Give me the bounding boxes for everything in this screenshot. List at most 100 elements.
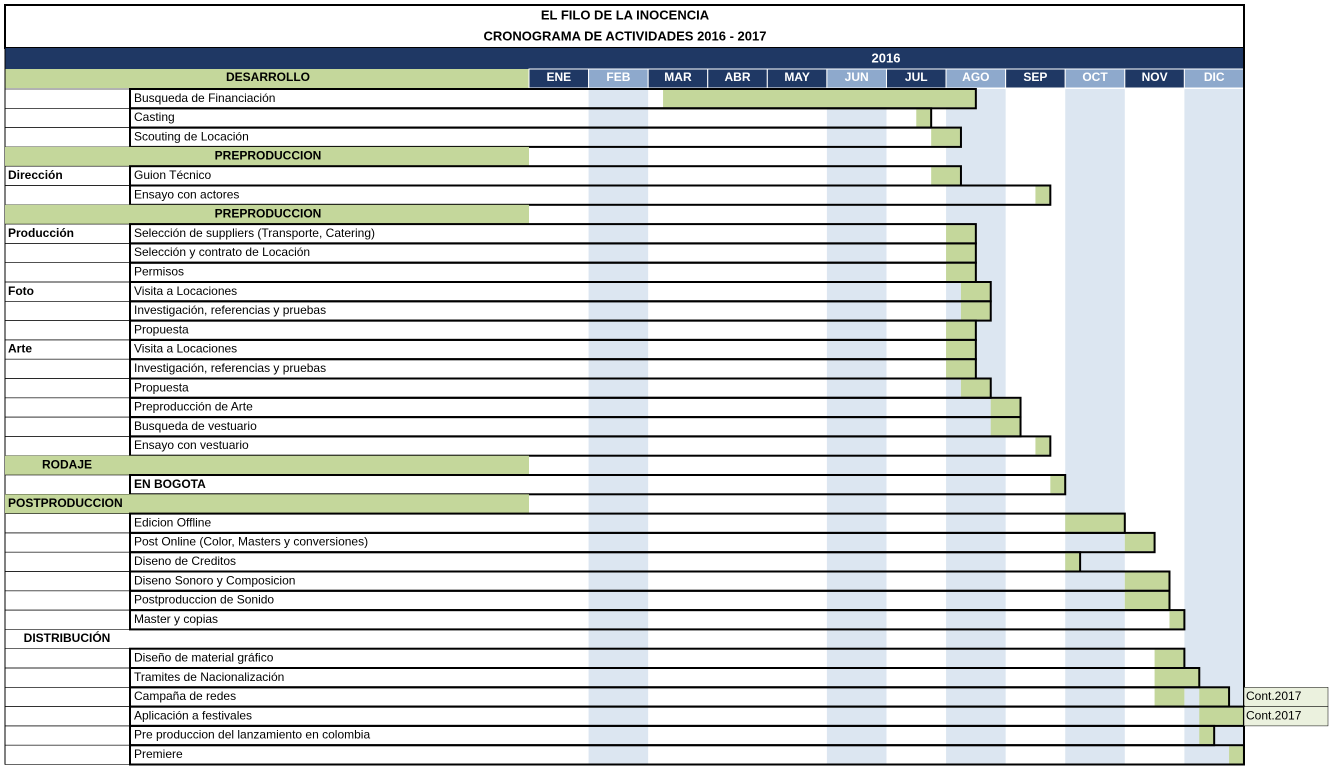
month-label: DIC: [1204, 70, 1225, 84]
task-outline: [129, 474, 1067, 496]
section-label: RODAJE: [42, 458, 92, 472]
title: EL FILO DE LA INOCENCIA: [541, 7, 710, 22]
group-cell: [4, 262, 131, 283]
group-cell: [4, 397, 131, 418]
bar: [1154, 669, 1200, 687]
group-cell: [4, 551, 131, 572]
bar: [1169, 611, 1185, 629]
bar: [1065, 553, 1081, 571]
group-cell: [4, 532, 131, 553]
bar: [1035, 437, 1051, 455]
bar: [946, 263, 976, 281]
group-cell: [4, 127, 131, 148]
task-label: Master y copias: [134, 612, 218, 626]
group-label: Producción: [8, 226, 74, 240]
year: 2016: [872, 50, 901, 65]
bar: [946, 360, 976, 378]
task-label: Edicion Offline: [134, 515, 211, 529]
header-cell: [5, 69, 529, 88]
task-outline: [129, 609, 1186, 631]
group-cell: [4, 320, 131, 341]
bar: [960, 379, 991, 397]
task-label: Campaña de redes: [134, 689, 236, 703]
month-label: JUN: [845, 70, 869, 84]
task-outline: [129, 416, 1022, 438]
group-cell: [4, 416, 131, 437]
bar: [1199, 726, 1215, 745]
month-label: FEB: [606, 70, 630, 84]
group-cell: [4, 706, 131, 727]
task-label: Ensayo con vestuario: [134, 438, 249, 452]
bar: [990, 398, 1021, 417]
group-label: Foto: [8, 284, 34, 298]
month-label: MAY: [784, 70, 810, 84]
bar: [1154, 688, 1185, 706]
section-band: [5, 494, 529, 514]
group-cell: [4, 513, 131, 534]
bar: [946, 321, 976, 339]
bar: [1035, 186, 1051, 204]
task-outline: [129, 744, 1245, 766]
task-label: Scouting de Locación: [134, 129, 249, 143]
bar: [1199, 688, 1230, 706]
task-label: Guion Técnico: [134, 168, 211, 182]
bar: [990, 418, 1021, 436]
month-label: JUL: [905, 70, 928, 84]
task-label: Tramites de Nacionalización: [134, 670, 284, 684]
section-label: PREPRODUCCION: [215, 149, 322, 163]
task-outline: [129, 184, 1052, 206]
month-label: MAR: [664, 70, 692, 84]
header: DESARROLLO: [226, 70, 310, 84]
month-column: [588, 89, 649, 765]
group-cell: [4, 358, 131, 379]
task-outline: [129, 126, 962, 148]
section-band: [5, 455, 529, 475]
task-label: Selección y contrato de Locación: [134, 245, 310, 259]
bar: [960, 283, 991, 301]
task-label: Ensayo con actores: [134, 187, 239, 201]
month-label: AGO: [962, 70, 989, 84]
group-cell: [4, 378, 131, 399]
task-label: Diseno de Creditos: [134, 554, 236, 568]
task-label: Visita a Locaciones: [134, 342, 237, 356]
task-label: Preproducción de Arte: [134, 400, 253, 414]
task-outline: [129, 107, 933, 129]
bar: [946, 244, 976, 262]
group-cell: [4, 648, 131, 669]
task-label: Visita a Locaciones: [134, 284, 237, 298]
group-label: Arte: [8, 342, 32, 356]
month-label: ABR: [725, 70, 751, 84]
bar: [1154, 649, 1185, 667]
group-cell: [4, 108, 131, 128]
group-cell: [4, 88, 131, 109]
section-label: POSTPRODUCCION: [8, 496, 123, 510]
task-label: Casting: [134, 110, 175, 124]
group-cell: [4, 609, 131, 630]
task-label: Postproduccion de Sonido: [134, 593, 274, 607]
task-label: Diseño de material gráfico: [134, 651, 274, 665]
task-label: Selección de suppliers (Transporte, Cate…: [134, 226, 375, 240]
note-cell: [1243, 706, 1329, 727]
section-label: PREPRODUCCION: [215, 207, 322, 221]
month-column: [1065, 89, 1125, 765]
month-column: [1184, 89, 1244, 765]
bar: [1229, 746, 1244, 764]
year-band: [5, 48, 1244, 69]
task-outline: [129, 647, 1186, 670]
group-label: Dirección: [8, 168, 63, 182]
group-cell: [4, 243, 131, 263]
month-label: SEP: [1023, 70, 1047, 84]
task-outline: [129, 686, 1231, 708]
task-label: Investigación, referencias y pruebas: [134, 361, 326, 375]
bar: [663, 90, 976, 108]
bar: [916, 109, 932, 127]
month-label: NOV: [1142, 70, 1168, 84]
bar: [960, 302, 991, 320]
task-label: Propuesta: [134, 380, 189, 394]
note: Cont.2017: [1246, 689, 1302, 703]
group-cell: [4, 185, 131, 206]
task-label: Aplicación a festivales: [134, 708, 252, 722]
task-label: Diseno Sonoro y Composicion: [134, 573, 295, 587]
task-label: Post Online (Color, Masters y conversion…: [134, 535, 368, 549]
